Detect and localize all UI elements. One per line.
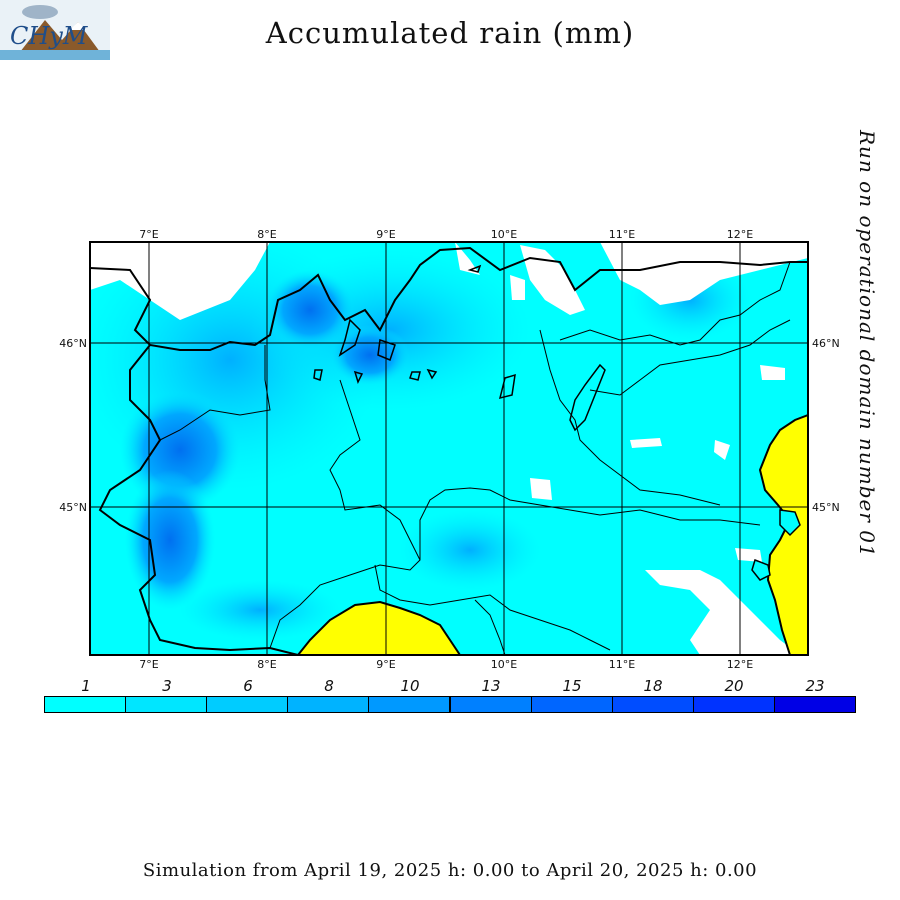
legend-label: 10 <box>400 677 420 695</box>
lat-label-left: 45°N <box>59 501 87 514</box>
legend-label: 8 <box>324 677 334 695</box>
graticule <box>90 242 808 655</box>
lon-label-bottom: 7°E <box>139 658 158 671</box>
legend-label: 18 <box>643 677 663 695</box>
legend-swatch <box>530 696 613 713</box>
map-title: Accumulated rain (mm) <box>265 16 635 50</box>
lon-label-bottom: 9°E <box>376 658 395 671</box>
lon-label-top: 10°E <box>491 228 517 241</box>
lat-label-right: 45°N <box>812 501 840 514</box>
legend-label: 3 <box>162 677 172 695</box>
map-field <box>90 242 808 655</box>
legend-swatch <box>44 696 127 713</box>
lon-label-bottom: 12°E <box>727 658 753 671</box>
lon-label-top: 11°E <box>609 228 635 241</box>
legend-label: 23 <box>805 677 825 695</box>
lat-label-left: 46°N <box>59 337 87 350</box>
lat-label-right: 46°N <box>812 337 840 350</box>
legend-label: 6 <box>243 677 253 695</box>
run-domain-caption: Run on operational domain number 01 <box>855 130 879 558</box>
legend-swatch <box>287 696 370 713</box>
chym-logo: CHyM <box>0 0 110 60</box>
legend-swatch <box>449 696 532 713</box>
logo-text: CHyM <box>10 22 89 50</box>
legend-swatch <box>611 696 694 713</box>
legend-swatch <box>692 696 775 713</box>
lon-label-top: 12°E <box>727 228 753 241</box>
legend-swatch <box>773 696 856 713</box>
color-legend <box>44 696 856 715</box>
legend-label: 1 <box>81 677 91 695</box>
legend-label: 20 <box>724 677 744 695</box>
simulation-period: Simulation from April 19, 2025 h: 0.00 t… <box>142 860 758 881</box>
legend-swatch <box>125 696 208 713</box>
lon-label-top: 9°E <box>376 228 395 241</box>
legend-label: 15 <box>562 677 582 695</box>
lon-label-top: 8°E <box>257 228 276 241</box>
lon-label-bottom: 11°E <box>609 658 635 671</box>
lon-label-top: 7°E <box>139 228 158 241</box>
lon-label-bottom: 10°E <box>491 658 517 671</box>
lon-label-bottom: 8°E <box>257 658 276 671</box>
legend-swatch <box>206 696 289 713</box>
legend-swatch <box>368 696 451 713</box>
map-frame <box>89 241 809 656</box>
legend-label: 13 <box>481 677 501 695</box>
